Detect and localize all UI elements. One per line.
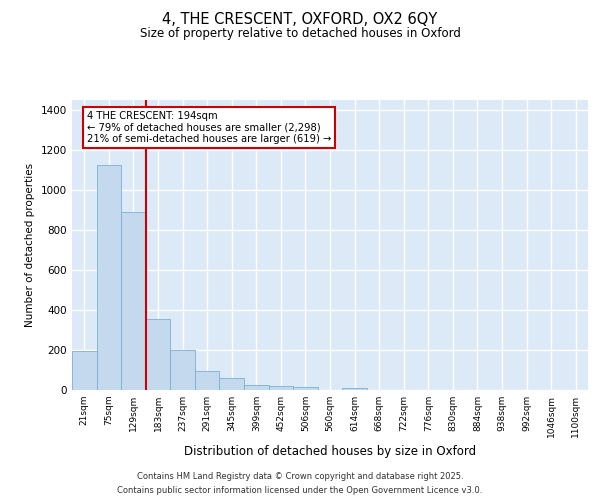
Bar bbox=[269, 386, 293, 390]
X-axis label: Distribution of detached houses by size in Oxford: Distribution of detached houses by size … bbox=[184, 446, 476, 458]
Text: Contains HM Land Registry data © Crown copyright and database right 2025.: Contains HM Land Registry data © Crown c… bbox=[137, 472, 463, 481]
Bar bbox=[244, 385, 269, 390]
Text: Size of property relative to detached houses in Oxford: Size of property relative to detached ho… bbox=[140, 28, 460, 40]
Bar bbox=[72, 351, 97, 390]
Bar bbox=[293, 387, 318, 390]
Bar bbox=[195, 371, 220, 390]
Bar bbox=[342, 388, 367, 390]
Bar bbox=[97, 165, 121, 390]
Bar bbox=[220, 378, 244, 390]
Y-axis label: Number of detached properties: Number of detached properties bbox=[25, 163, 35, 327]
Bar bbox=[146, 319, 170, 390]
Text: Contains public sector information licensed under the Open Government Licence v3: Contains public sector information licen… bbox=[118, 486, 482, 495]
Bar bbox=[121, 212, 146, 390]
Text: 4 THE CRESCENT: 194sqm
← 79% of detached houses are smaller (2,298)
21% of semi-: 4 THE CRESCENT: 194sqm ← 79% of detached… bbox=[87, 111, 331, 144]
Bar bbox=[170, 350, 195, 390]
Text: 4, THE CRESCENT, OXFORD, OX2 6QY: 4, THE CRESCENT, OXFORD, OX2 6QY bbox=[163, 12, 437, 28]
